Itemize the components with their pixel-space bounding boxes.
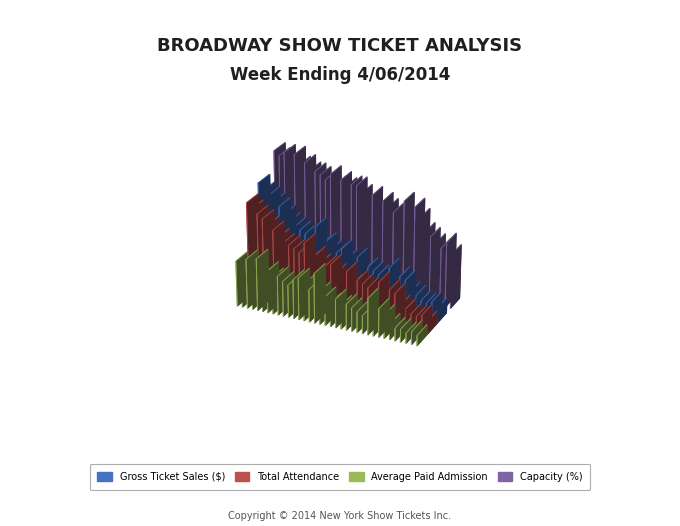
Legend: Gross Ticket Sales ($), Total Attendance, Average Paid Admission, Capacity (%): Gross Ticket Sales ($), Total Attendance… — [90, 464, 590, 490]
Text: Week Ending 4/06/2014: Week Ending 4/06/2014 — [230, 66, 450, 84]
Text: Copyright © 2014 New York Show Tickets Inc.: Copyright © 2014 New York Show Tickets I… — [228, 511, 452, 521]
Text: BROADWAY SHOW TICKET ANALYSIS: BROADWAY SHOW TICKET ANALYSIS — [158, 37, 522, 55]
